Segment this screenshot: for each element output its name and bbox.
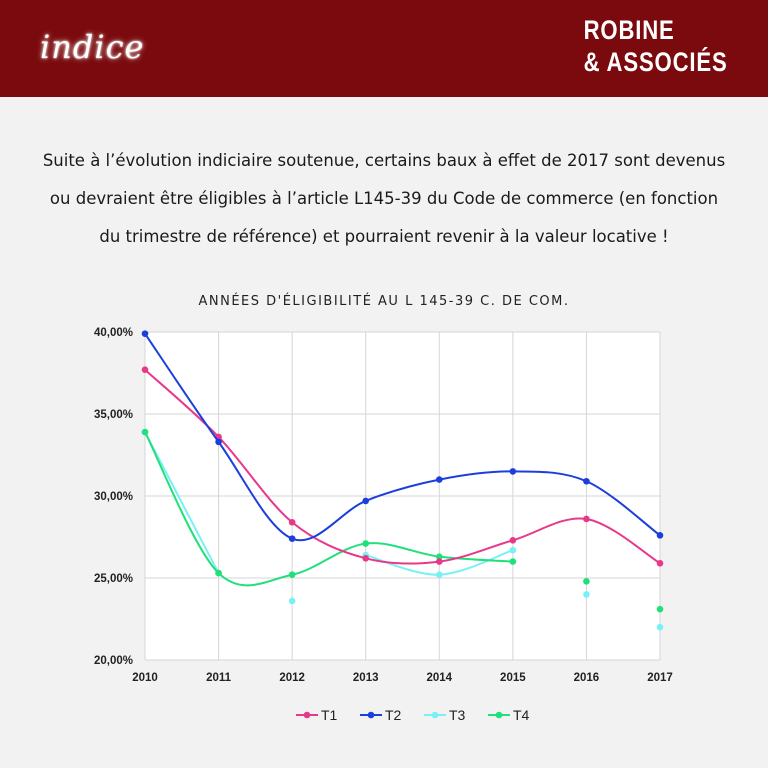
x-tick-label: 2010 — [132, 672, 158, 684]
data-point-t2 — [656, 532, 664, 539]
x-tick-label: 2014 — [426, 672, 452, 684]
data-point-t1 — [656, 559, 664, 567]
data-point-t2 — [288, 535, 296, 542]
legend-marker-t2 — [367, 711, 375, 719]
x-tick-label: 2016 — [574, 672, 600, 684]
data-point-t1 — [583, 515, 590, 523]
data-point-t4 — [362, 540, 370, 547]
x-tick-label: 2011 — [206, 672, 232, 684]
intro-line-3: du trimestre de référence) et pourraient… — [99, 227, 669, 246]
indice-logo: indice — [40, 28, 145, 66]
legend-label-t4: T4 — [513, 707, 530, 723]
legend-marker-t3 — [431, 711, 439, 719]
y-tick-label: 35,00% — [94, 409, 133, 421]
x-tick-label: 2012 — [279, 672, 305, 684]
data-point-t1 — [509, 536, 517, 544]
intro-line-1: Suite à l’évolution indiciaire soutenue,… — [42, 151, 726, 170]
legend-label-t3: T3 — [449, 707, 466, 723]
data-point-t2 — [509, 468, 517, 475]
y-tick-label: 30,00% — [94, 491, 133, 503]
data-point-t3 — [435, 571, 443, 579]
brand-logo: ROBINE & ASSOCIÉS — [584, 14, 728, 78]
data-point-t2 — [215, 438, 222, 446]
data-point-t1 — [435, 558, 443, 565]
data-point-t1 — [362, 555, 370, 562]
x-tick-label: 2013 — [353, 672, 379, 684]
data-point-t4 — [215, 569, 222, 577]
data-point-t1 — [288, 518, 296, 526]
data-point-t3 — [583, 591, 590, 598]
data-point-t2 — [435, 476, 443, 483]
chart-title: ANNÉES D'ÉLIGIBILITÉ AU L 145-39 C. DE C… — [198, 294, 570, 309]
y-tick-label: 40,00% — [94, 327, 133, 339]
y-tick-label: 20,00% — [94, 655, 133, 667]
data-point-t3 — [656, 623, 664, 631]
x-tick-label: 2017 — [647, 672, 673, 684]
data-point-t4 — [141, 428, 149, 436]
series-line-t1 — [144, 368, 661, 565]
data-point-t1 — [141, 366, 149, 374]
intro-text: Suite à l’évolution indiciaire soutenue,… — [30, 142, 738, 256]
data-point-t2 — [362, 497, 370, 505]
data-point-t4 — [288, 571, 296, 579]
legend-label-t2: T2 — [385, 707, 402, 723]
legend-marker-t4 — [495, 711, 503, 719]
data-point-t4 — [509, 558, 517, 565]
header-banner: indice ROBINE & ASSOCIÉS — [0, 0, 768, 97]
data-point-t2 — [583, 477, 590, 485]
brand-line-2: & ASSOCIÉS — [584, 47, 728, 77]
x-tick-label: 2015 — [500, 672, 526, 684]
legend-marker-t1 — [303, 711, 311, 719]
y-tick-label: 25,00% — [94, 573, 133, 585]
data-point-t4 — [583, 577, 590, 585]
data-point-t4 — [435, 553, 443, 560]
intro-line-2: ou devraient être éligibles à l’article … — [49, 189, 719, 208]
legend-label-t1: T1 — [321, 707, 338, 723]
data-point-t2 — [141, 330, 149, 337]
data-point-t3 — [509, 546, 517, 554]
brand-line-1: ROBINE — [584, 15, 676, 45]
data-point-t4 — [656, 605, 664, 613]
data-point-t3 — [288, 597, 296, 605]
